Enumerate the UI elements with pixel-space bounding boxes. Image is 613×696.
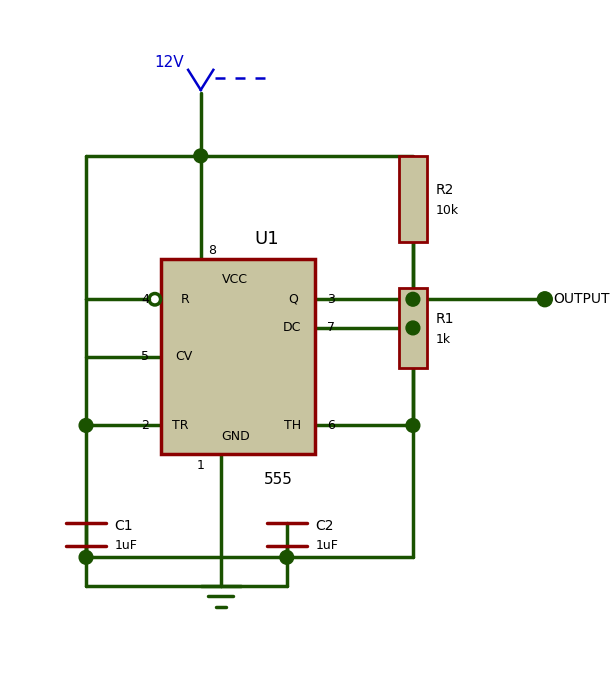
Text: 1uF: 1uF [316, 539, 338, 553]
Text: CV: CV [175, 350, 192, 363]
Bar [398, 287, 427, 368]
Circle shape [406, 321, 420, 335]
Text: 12V: 12V [154, 56, 184, 70]
Text: VCC: VCC [222, 273, 248, 285]
Text: 1: 1 [197, 459, 205, 472]
Bar [398, 156, 427, 242]
Text: GND: GND [221, 430, 249, 443]
Circle shape [79, 551, 93, 564]
Circle shape [194, 149, 208, 163]
Text: 555: 555 [264, 473, 292, 487]
Text: 7: 7 [327, 322, 335, 334]
Text: 8: 8 [208, 244, 216, 257]
Text: R1: R1 [436, 313, 454, 326]
Bar [161, 259, 316, 454]
Text: 4: 4 [141, 293, 149, 306]
Circle shape [79, 418, 93, 432]
Text: R: R [181, 293, 189, 306]
Text: C1: C1 [115, 519, 133, 532]
Circle shape [406, 418, 420, 432]
Text: C2: C2 [316, 519, 334, 532]
Circle shape [538, 292, 552, 307]
Text: 2: 2 [141, 419, 149, 432]
Text: 3: 3 [327, 293, 335, 306]
Text: 6: 6 [327, 419, 335, 432]
Text: TR: TR [172, 419, 189, 432]
Text: OUTPUT: OUTPUT [554, 292, 610, 306]
Circle shape [280, 551, 294, 564]
Text: 10k: 10k [436, 204, 459, 217]
Text: 1k: 1k [436, 333, 451, 346]
Text: 1uF: 1uF [115, 539, 137, 553]
Text: DC: DC [283, 322, 301, 334]
Text: Q: Q [288, 293, 298, 306]
Circle shape [406, 292, 420, 306]
Text: U1: U1 [254, 230, 279, 248]
Text: TH: TH [284, 419, 301, 432]
Text: 5: 5 [141, 350, 149, 363]
Text: R2: R2 [436, 183, 454, 197]
